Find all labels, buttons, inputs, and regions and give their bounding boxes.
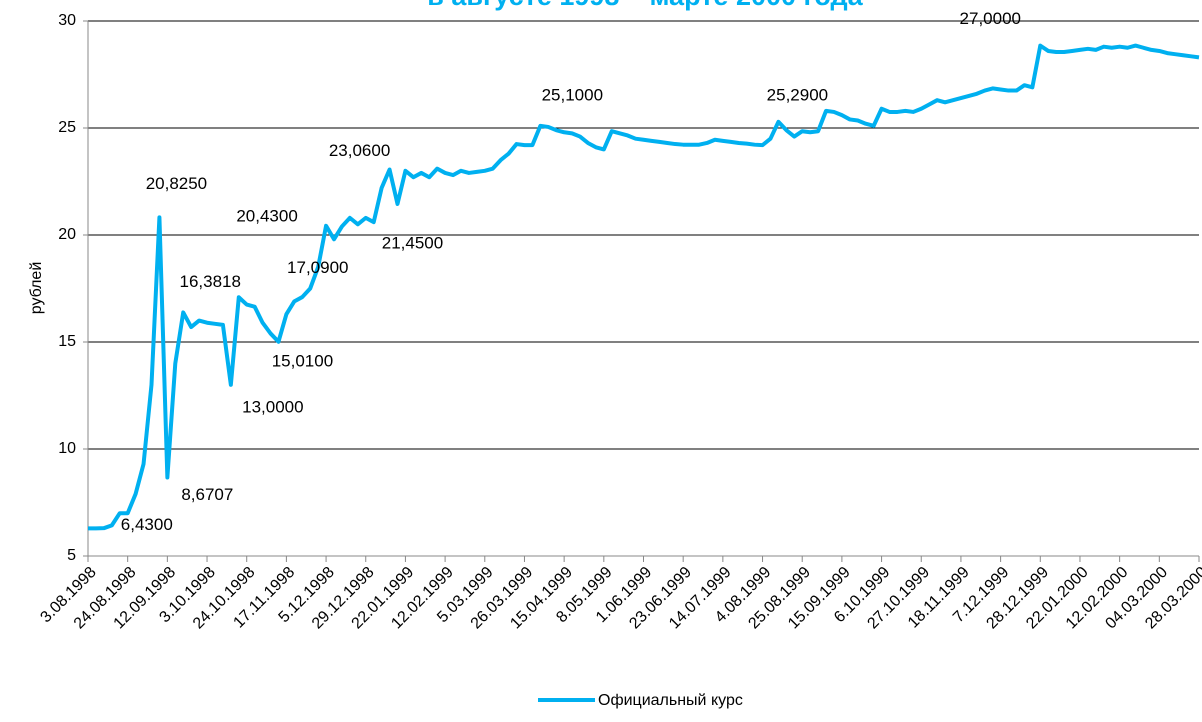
y-tick-label: 15 (58, 333, 76, 350)
legend-label: Официальный курс (598, 692, 743, 709)
data-label: 17,0900 (287, 258, 348, 277)
data-label: 27,0000 (960, 9, 1021, 28)
y-axis-title: рублей (28, 262, 45, 315)
data-label: 20,4300 (236, 206, 297, 225)
data-label: 23,0600 (329, 141, 390, 160)
data-label: 25,2900 (767, 85, 828, 104)
data-line (88, 43, 1200, 531)
data-label: 8,6707 (181, 485, 233, 504)
data-label: 20,8250 (146, 174, 207, 193)
data-label: 13,0000 (242, 397, 303, 416)
y-tick-label: 10 (58, 440, 76, 457)
chart-title: в августе 1998 – марте 2000 года (427, 0, 863, 11)
y-tick-label: 30 (58, 12, 76, 29)
data-label: 6,4300 (121, 515, 173, 534)
data-label: 21,4500 (382, 233, 443, 252)
y-tick-label: 5 (67, 547, 76, 564)
data-label: 15,0100 (272, 351, 333, 370)
data-label: 25,1000 (542, 85, 603, 104)
data-label: 16,3818 (180, 272, 241, 291)
y-tick-label: 25 (58, 119, 76, 136)
y-tick-label: 20 (58, 226, 76, 243)
